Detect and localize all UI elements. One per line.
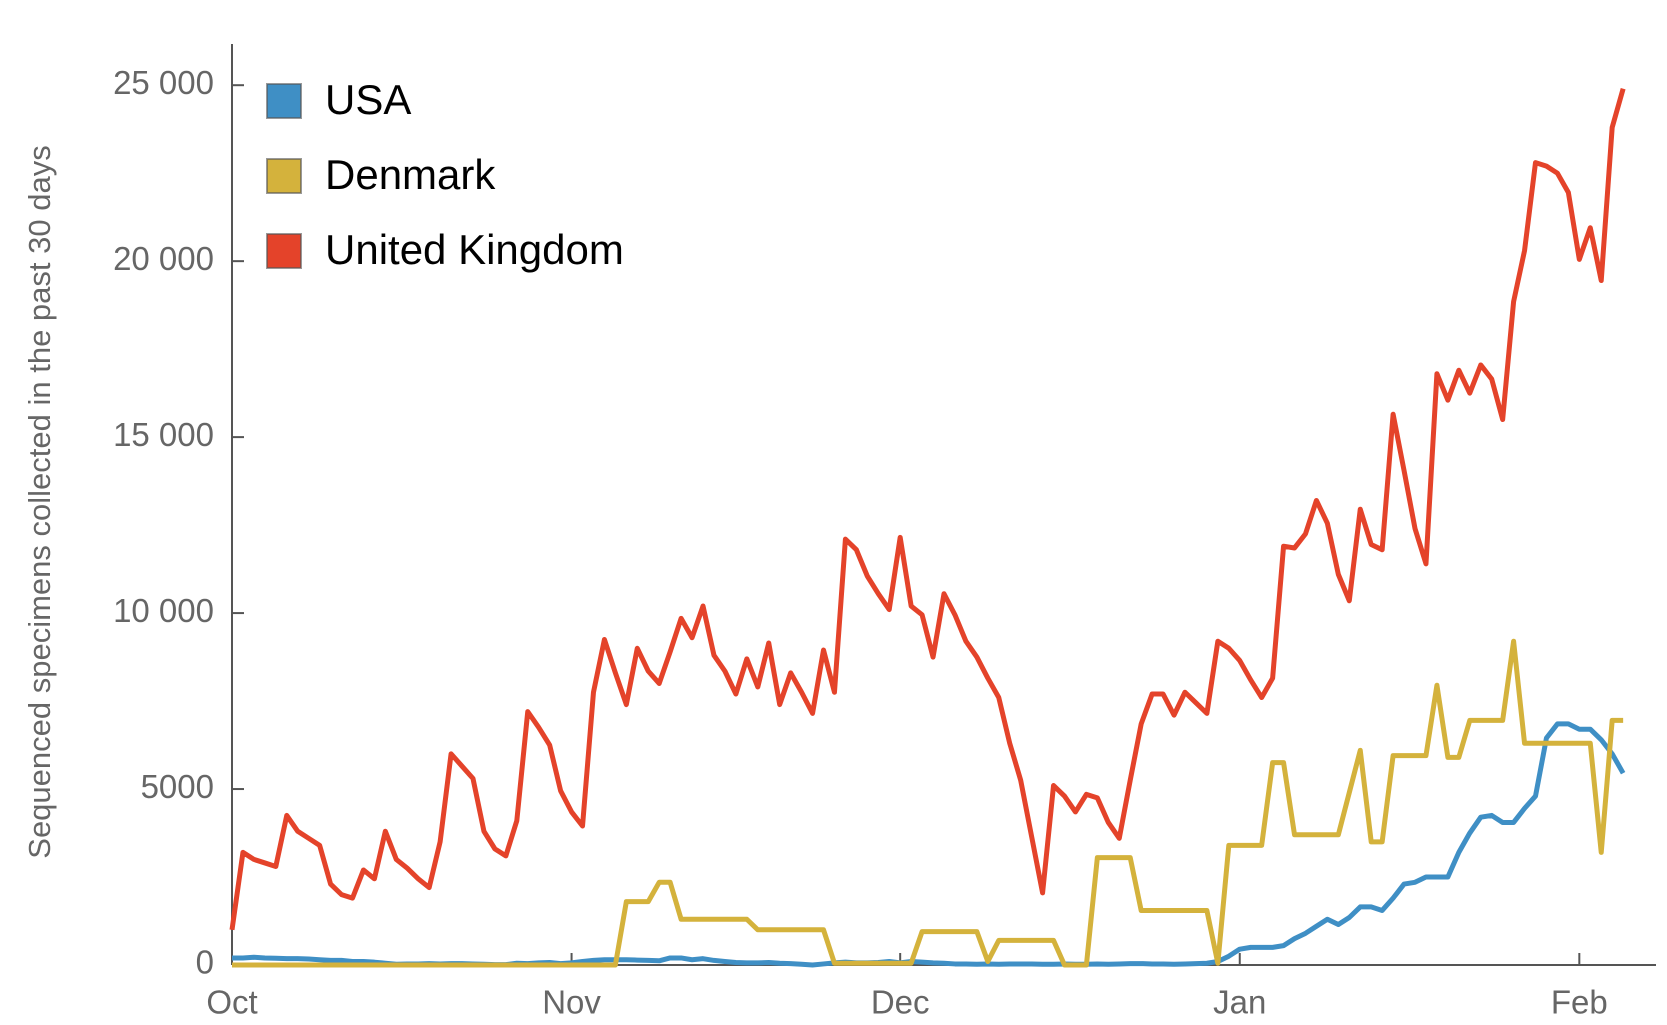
x-tick-label: Feb xyxy=(1551,984,1608,1021)
legend-label: USA xyxy=(325,76,411,123)
y-tick-label: 20 000 xyxy=(113,240,214,277)
legend-label: United Kingdom xyxy=(325,226,624,273)
legend-swatch xyxy=(266,233,302,269)
legend-swatch xyxy=(266,158,302,194)
y-tick-label: 25 000 xyxy=(113,64,214,101)
legend-swatch xyxy=(266,83,302,119)
y-tick-label: 10 000 xyxy=(113,592,214,629)
y-tick-label: 0 xyxy=(196,944,214,981)
x-tick-label: Jan xyxy=(1213,984,1266,1021)
y-tick-label: 15 000 xyxy=(113,416,214,453)
series-line xyxy=(232,638,1624,968)
y-axis-title: Sequenced specimens collected in the pas… xyxy=(22,145,57,858)
y-tick-label: 5000 xyxy=(141,768,214,805)
series-line xyxy=(229,88,1626,931)
x-tick-label: Oct xyxy=(206,984,257,1021)
x-tick-label: Nov xyxy=(542,984,601,1021)
x-tick-label: Dec xyxy=(871,984,930,1021)
legend-label: Denmark xyxy=(325,151,496,198)
